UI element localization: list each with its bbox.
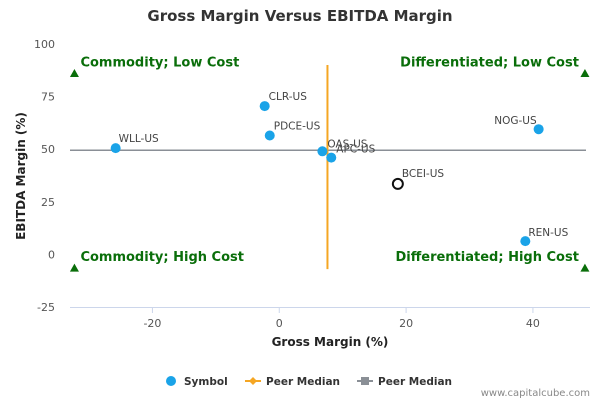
quadrant-marker xyxy=(580,263,590,272)
source-credit: www.capitalcube.com xyxy=(481,388,590,399)
x-tick-label: -20 xyxy=(143,317,161,330)
quadrant-label: Commodity; Low Cost xyxy=(80,55,239,70)
highlight-point xyxy=(391,177,404,190)
point-label: CLR-US xyxy=(269,91,308,103)
plot-area: -20 0 20 40 -25 0 25 50 75 100 Commodity; Low Cost… xyxy=(34,38,590,330)
point-label: APC-US xyxy=(336,144,375,156)
quadrant-marker xyxy=(580,68,590,78)
quadrant-label: Commodity; High Cost xyxy=(80,250,244,265)
point-label: PDCE-US xyxy=(274,121,321,133)
scatter-point xyxy=(110,143,121,154)
quadrant-label: Differentiated; High Cost xyxy=(395,250,578,265)
scatter-point xyxy=(326,152,337,163)
highlight-label: BCEI-US xyxy=(402,168,445,180)
point-label: OAS-US xyxy=(327,138,367,150)
legend-label: Peer Median xyxy=(378,376,452,388)
scatter-point xyxy=(520,236,531,247)
legend-diamond-marker xyxy=(249,377,257,385)
scatter-point xyxy=(533,124,544,135)
legend-square-marker xyxy=(361,377,369,385)
chart-title: Gross Margin Versus EBITDA Margin xyxy=(147,7,452,25)
legend-label: Peer Median xyxy=(266,376,340,388)
y-axis-title: EBITDA Margin (%) xyxy=(14,112,28,240)
y-tick-label: 25 xyxy=(41,196,55,209)
quadrant-marker xyxy=(69,263,79,272)
x-axis-title: Gross Margin (%) xyxy=(272,335,389,349)
quadrant-marker xyxy=(69,68,79,78)
y-tick-label: 50 xyxy=(41,143,55,156)
y-tick-label: 0 xyxy=(48,248,55,261)
x-tick-label: 0 xyxy=(276,317,283,330)
y-tick-label: 75 xyxy=(41,91,55,104)
point-label: NOG-US xyxy=(494,115,537,127)
x-tick-label: 40 xyxy=(526,317,540,330)
x-tick-label: 20 xyxy=(399,317,413,330)
legend-symbol-dot xyxy=(166,376,176,386)
y-tick-label: -25 xyxy=(37,301,55,314)
scatter-point xyxy=(317,146,328,157)
scatter-point xyxy=(264,130,275,141)
quadrant-label: Differentiated; Low Cost xyxy=(400,55,579,70)
point-label: REN-US xyxy=(528,227,568,239)
y-tick-label: 100 xyxy=(34,38,55,51)
point-label: WLL-US xyxy=(119,133,159,145)
scatter-point xyxy=(259,101,270,112)
legend: Symbol Peer Median Peer Median xyxy=(166,376,452,388)
legend-label: Symbol xyxy=(184,376,228,388)
